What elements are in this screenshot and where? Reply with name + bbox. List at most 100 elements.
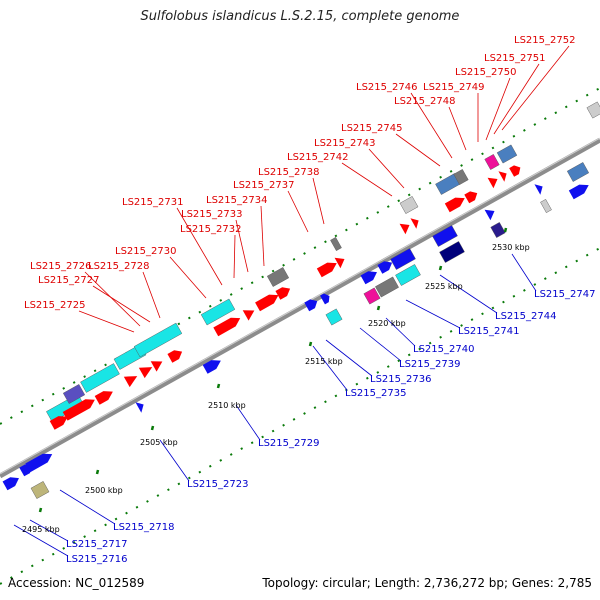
gene-feature[interactable] bbox=[509, 163, 523, 177]
gene-feature[interactable] bbox=[255, 291, 281, 312]
gene-label-top[interactable]: LS215_2748 bbox=[394, 96, 455, 107]
gene-box[interactable] bbox=[80, 363, 120, 393]
gene-feature[interactable] bbox=[377, 258, 394, 274]
gene-label-top[interactable]: LS215_2746 bbox=[356, 82, 417, 93]
gene-label-bottom[interactable]: LS215_2718 bbox=[113, 522, 174, 533]
gene-feature[interactable] bbox=[399, 196, 419, 214]
gene-triangle[interactable] bbox=[123, 371, 140, 388]
gene-arrow[interactable] bbox=[2, 474, 22, 491]
gene-label-bottom[interactable]: LS215_2717 bbox=[66, 539, 127, 550]
gene-arrow[interactable] bbox=[255, 291, 281, 312]
gene-box[interactable] bbox=[395, 264, 421, 286]
gene-arrow[interactable] bbox=[316, 259, 339, 278]
gene-label-bottom[interactable]: LS215_2723 bbox=[187, 479, 248, 490]
gene-label-top[interactable]: LS215_2745 bbox=[341, 123, 402, 134]
gene-feature[interactable] bbox=[490, 222, 506, 238]
gene-box[interactable] bbox=[375, 276, 399, 298]
gene-arrow[interactable] bbox=[320, 292, 332, 305]
gene-feature[interactable] bbox=[138, 362, 155, 379]
gene-box[interactable] bbox=[496, 144, 518, 164]
gene-feature[interactable] bbox=[19, 462, 34, 477]
gene-feature[interactable] bbox=[464, 189, 479, 204]
gene-feature[interactable] bbox=[390, 248, 416, 270]
gene-arrow[interactable] bbox=[304, 297, 319, 312]
gene-feature[interactable] bbox=[320, 292, 332, 305]
gene-box[interactable] bbox=[453, 169, 469, 185]
gene-triangle[interactable] bbox=[410, 215, 421, 229]
gene-arrow[interactable] bbox=[360, 268, 380, 285]
gene-label-top[interactable]: LS215_2743 bbox=[314, 138, 375, 149]
gene-label-bottom[interactable]: LS215_2736 bbox=[370, 374, 431, 385]
gene-feature[interactable] bbox=[123, 371, 140, 388]
gene-feature[interactable] bbox=[266, 267, 290, 287]
gene-box[interactable] bbox=[325, 308, 343, 326]
gene-box[interactable] bbox=[399, 196, 419, 214]
gene-feature[interactable] bbox=[498, 168, 509, 182]
gene-feature[interactable] bbox=[242, 305, 258, 321]
gene-triangle[interactable] bbox=[135, 399, 146, 413]
gene-label-top[interactable]: LS215_2737 bbox=[233, 180, 294, 191]
gene-feature[interactable] bbox=[334, 254, 348, 269]
gene-feature[interactable] bbox=[453, 169, 469, 185]
gene-feature[interactable] bbox=[80, 363, 120, 393]
gene-feature[interactable] bbox=[395, 264, 421, 286]
gene-feature[interactable] bbox=[534, 181, 545, 195]
gene-feature[interactable] bbox=[566, 162, 590, 182]
gene-label-top[interactable]: LS215_2730 bbox=[115, 246, 176, 257]
gene-triangle[interactable] bbox=[487, 174, 501, 189]
gene-feature[interactable] bbox=[586, 101, 600, 119]
gene-label-top[interactable]: LS215_2738 bbox=[258, 167, 319, 178]
gene-feature[interactable] bbox=[375, 276, 399, 298]
gene-box[interactable] bbox=[266, 267, 290, 287]
gene-label-top[interactable]: LS215_2734 bbox=[206, 195, 267, 206]
gene-feature[interactable] bbox=[360, 268, 380, 285]
gene-arrow[interactable] bbox=[94, 387, 116, 405]
gene-label-top[interactable]: LS215_2732 bbox=[180, 224, 241, 235]
gene-box[interactable] bbox=[566, 162, 590, 182]
gene-feature[interactable] bbox=[49, 412, 71, 430]
gene-triangle[interactable] bbox=[484, 206, 498, 221]
gene-label-top[interactable]: LS215_2726 bbox=[30, 261, 91, 272]
gene-triangle[interactable] bbox=[334, 254, 348, 269]
gene-feature[interactable] bbox=[62, 395, 98, 421]
gene-feature[interactable] bbox=[325, 308, 343, 326]
gene-label-top[interactable]: LS215_2727 bbox=[38, 275, 99, 286]
gene-label-top[interactable]: LS215_2750 bbox=[455, 67, 516, 78]
gene-feature[interactable] bbox=[94, 387, 116, 405]
gene-arrow[interactable] bbox=[213, 314, 242, 337]
gene-feature[interactable] bbox=[167, 347, 184, 363]
gene-feature[interactable] bbox=[200, 298, 236, 326]
gene-label-bottom[interactable]: LS215_2716 bbox=[66, 554, 127, 565]
gene-arrow[interactable] bbox=[377, 258, 394, 274]
gene-box[interactable] bbox=[439, 241, 465, 263]
gene-box[interactable] bbox=[490, 222, 506, 238]
gene-feature[interactable] bbox=[399, 220, 413, 235]
gene-box[interactable] bbox=[30, 481, 50, 499]
gene-label-bottom[interactable]: LS215_2740 bbox=[413, 344, 474, 355]
gene-feature[interactable] bbox=[439, 241, 465, 263]
gene-feature[interactable] bbox=[568, 181, 591, 200]
gene-feature[interactable] bbox=[62, 384, 86, 404]
gene-arrow[interactable] bbox=[19, 462, 34, 477]
gene-box[interactable] bbox=[200, 298, 236, 326]
gene-label-top[interactable]: LS215_2749 bbox=[423, 82, 484, 93]
gene-triangle[interactable] bbox=[242, 305, 258, 321]
gene-label-bottom[interactable]: LS215_2747 bbox=[534, 289, 595, 300]
gene-feature[interactable] bbox=[133, 322, 183, 358]
gene-label-bottom[interactable]: LS215_2739 bbox=[399, 359, 460, 370]
gene-arrow[interactable] bbox=[62, 395, 98, 421]
gene-feature[interactable] bbox=[2, 474, 22, 491]
gene-box[interactable] bbox=[540, 199, 552, 213]
gene-box[interactable] bbox=[390, 248, 416, 270]
gene-label-top[interactable]: LS215_2725 bbox=[24, 300, 85, 311]
gene-label-bottom[interactable]: LS215_2729 bbox=[258, 438, 319, 449]
gene-feature[interactable] bbox=[330, 237, 342, 251]
gene-feature[interactable] bbox=[316, 259, 339, 278]
gene-arrow[interactable] bbox=[464, 189, 479, 204]
gene-feature[interactable] bbox=[496, 144, 518, 164]
gene-label-top[interactable]: LS215_2742 bbox=[287, 152, 348, 163]
gene-feature[interactable] bbox=[484, 154, 500, 170]
gene-arrow[interactable] bbox=[49, 412, 71, 430]
gene-box[interactable] bbox=[432, 225, 458, 247]
gene-feature[interactable] bbox=[540, 199, 552, 213]
